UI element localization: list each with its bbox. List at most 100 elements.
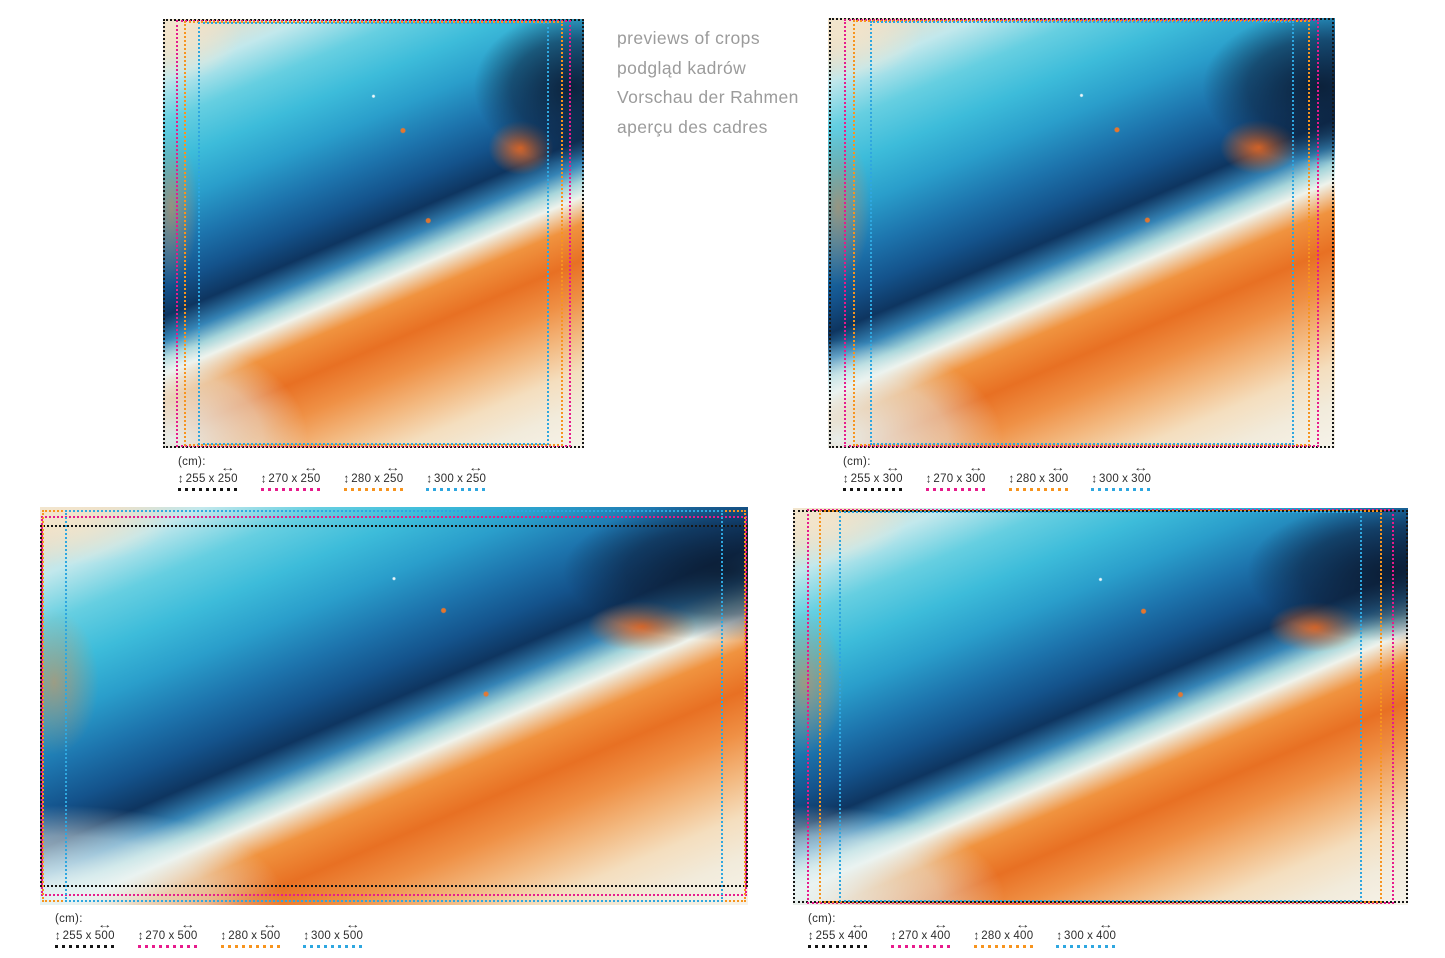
- legend-item-255x400: ↕ 255 x ↔ 400: [808, 920, 868, 948]
- height-value: 270: [145, 930, 166, 942]
- height-value: 300: [1064, 930, 1085, 942]
- legend-dotted-line: [137, 945, 198, 948]
- height-arrow-icon: ↕: [973, 928, 980, 944]
- height-arrow-icon: ↕: [220, 928, 227, 944]
- width-value: 400: [1096, 930, 1117, 942]
- width-arrow-icon: ↔: [220, 463, 236, 474]
- width-arrow-icon: ↔: [1015, 920, 1032, 931]
- height-arrow-icon: ↕: [178, 471, 184, 487]
- width-arrow-icon: ↔: [302, 463, 319, 474]
- dimension-separator: x: [1039, 473, 1046, 485]
- legend-item-280x500: ↕ 280 x ↔ 500: [220, 920, 281, 948]
- legend-dotted-line: [925, 488, 986, 491]
- legend-dotted-line: [426, 488, 487, 491]
- dimension-separator: x: [168, 930, 175, 942]
- legend-dotted-line: [220, 945, 281, 948]
- height-value: 255: [185, 473, 206, 485]
- width-value: 300: [1131, 473, 1152, 485]
- height-value: 300: [1099, 473, 1120, 485]
- crop-preview-panel-top-left: (cm): ↕ 255 x ↔ 250 ↕ 270 x ↔ 250 ↕ 280 x ↔ 250 ↕ 300 x ↔ 25…: [163, 19, 584, 491]
- legend-dotted-line: [843, 488, 903, 491]
- dimension-separator: x: [921, 930, 928, 942]
- height-value: 300: [434, 473, 455, 485]
- height-arrow-icon: ↕: [890, 928, 897, 944]
- crop-preview-panel-top-right: (cm): ↕ 255 x ↔ 300 ↕ 270 x ↔ 300 ↕ 280 x ↔ 300 ↕ 300 x ↔ 30…: [828, 18, 1335, 491]
- width-arrow-icon: ↔: [967, 463, 984, 474]
- artwork-image: [828, 18, 1335, 448]
- dimension-separator: x: [251, 930, 258, 942]
- width-arrow-icon: ↔: [850, 920, 866, 931]
- artwork-image: [163, 19, 584, 448]
- height-arrow-icon: ↕: [303, 928, 309, 944]
- width-arrow-icon: ↔: [932, 920, 949, 931]
- legend-item-300x300: ↕ 300 x ↔ 300: [1091, 463, 1152, 491]
- height-arrow-icon: ↕: [843, 471, 849, 487]
- legend-dotted-line: [178, 488, 238, 491]
- crop-size-legend: (cm): ↕ 255 x ↔ 300 ↕ 270 x ↔ 300 ↕ 280 x ↔ 300 ↕ 300 x ↔ 30…: [843, 456, 1152, 491]
- artwork-image: [40, 507, 748, 905]
- height-arrow-icon: ↕: [925, 471, 932, 487]
- height-value: 270: [933, 473, 954, 485]
- legend-item-270x300: ↕ 270 x ↔ 300: [925, 463, 986, 491]
- width-value: 250: [383, 473, 404, 485]
- legend-item-255x500: ↕ 255 x ↔ 500: [55, 920, 115, 948]
- legend-dotted-line: [260, 488, 321, 491]
- unit-label: (cm):: [808, 913, 836, 925]
- height-arrow-icon: ↕: [55, 928, 61, 944]
- unit-label: (cm):: [178, 456, 206, 468]
- legend-dotted-line: [55, 945, 115, 948]
- legend-item-270x400: ↕ 270 x ↔ 400: [890, 920, 951, 948]
- height-value: 255: [62, 930, 83, 942]
- width-arrow-icon: ↔: [468, 463, 484, 474]
- legend-dotted-line: [890, 945, 951, 948]
- dimension-separator: x: [873, 473, 880, 485]
- width-arrow-icon: ↔: [1098, 920, 1114, 931]
- height-value: 280: [351, 473, 372, 485]
- crop-size-legend: (cm): ↕ 255 x ↔ 500 ↕ 270 x ↔ 500 ↕ 280 x ↔ 500 ↕ 300 x ↔ 50…: [55, 913, 364, 948]
- height-arrow-icon: ↕: [426, 471, 432, 487]
- title-line-french: aperçu des cadres: [617, 116, 768, 137]
- width-value: 250: [217, 473, 238, 485]
- height-arrow-icon: ↕: [1091, 471, 1097, 487]
- height-arrow-icon: ↕: [808, 928, 814, 944]
- legend-item-270x500: ↕ 270 x ↔ 500: [137, 920, 198, 948]
- width-arrow-icon: ↔: [345, 920, 361, 931]
- legend-item-280x300: ↕ 280 x ↔ 300: [1008, 463, 1069, 491]
- dimension-separator: x: [457, 473, 464, 485]
- height-arrow-icon: ↕: [137, 928, 144, 944]
- width-arrow-icon: ↔: [1050, 463, 1067, 474]
- crop-frame-300x400: [838, 511, 1363, 902]
- crop-frame-300x300: [869, 21, 1294, 445]
- height-value: 280: [981, 930, 1002, 942]
- width-value: 500: [94, 930, 115, 942]
- legend-dotted-line: [1056, 945, 1117, 948]
- crop-size-legend: (cm): ↕ 255 x ↔ 400 ↕ 270 x ↔ 400 ↕ 280 x ↔ 400 ↕ 300 x ↔ 40…: [808, 913, 1117, 948]
- legend-dotted-line: [808, 945, 868, 948]
- legend-dotted-line: [1091, 488, 1152, 491]
- width-value: 500: [177, 930, 198, 942]
- height-value: 300: [311, 930, 332, 942]
- crop-preview-panel-bottom-right: (cm): ↕ 255 x ↔ 400 ↕ 270 x ↔ 400 ↕ 280 x ↔ 400 ↕ 300 x ↔ 40…: [793, 508, 1408, 948]
- legend-item-255x300: ↕ 255 x ↔ 300: [843, 463, 903, 491]
- width-value: 400: [1013, 930, 1034, 942]
- legend-dotted-line: [343, 488, 404, 491]
- legend-item-300x500: ↕ 300 x ↔ 500: [303, 920, 364, 948]
- width-value: 400: [930, 930, 951, 942]
- height-arrow-icon: ↕: [260, 471, 267, 487]
- width-value: 250: [300, 473, 321, 485]
- legend-item-255x250: ↕ 255 x ↔ 250: [178, 463, 238, 491]
- dimension-separator: x: [208, 473, 215, 485]
- crop-preview-panel-bottom-left: (cm): ↕ 255 x ↔ 500 ↕ 270 x ↔ 500 ↕ 280 x ↔ 500 ↕ 300 x ↔ 50…: [40, 507, 748, 948]
- legend-item-280x250: ↕ 280 x ↔ 250: [343, 463, 404, 491]
- legend-item-300x250: ↕ 300 x ↔ 250: [426, 463, 487, 491]
- width-value: 300: [882, 473, 903, 485]
- height-value: 255: [850, 473, 871, 485]
- title-line-polish: podgląd kadrów: [617, 57, 747, 78]
- height-arrow-icon: ↕: [1008, 471, 1015, 487]
- legend-dotted-line: [1008, 488, 1069, 491]
- dimension-separator: x: [374, 473, 381, 485]
- dimension-separator: x: [1122, 473, 1129, 485]
- unit-label: (cm):: [843, 456, 871, 468]
- width-value: 500: [343, 930, 364, 942]
